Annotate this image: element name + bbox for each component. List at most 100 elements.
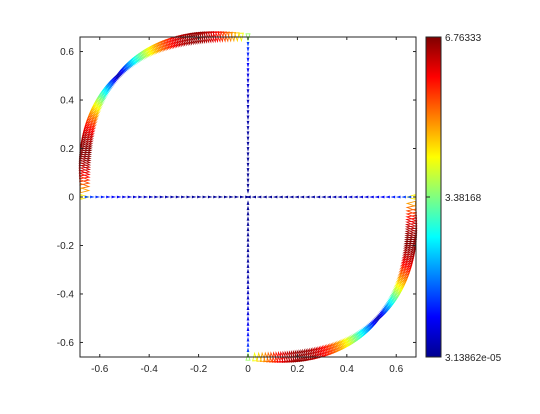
x-tick-label: -0.6: [91, 364, 109, 375]
data-point: [234, 195, 240, 199]
data-point: [347, 195, 353, 199]
data-point: [331, 195, 337, 199]
data-point: [246, 284, 250, 289]
data-point: [246, 310, 250, 316]
data-point: [315, 195, 321, 199]
data-point: [246, 252, 250, 258]
data-point: [116, 195, 122, 199]
data-point: [256, 195, 262, 199]
data-point: [246, 63, 250, 68]
data-point: [229, 195, 234, 199]
data-point: [218, 195, 224, 199]
data-point: [401, 195, 406, 199]
y-axis-ticks: -0.6 -0.4 -0.2 0 0.2 0.4 0.6: [57, 47, 416, 349]
colorbar-label-max: 6.76333: [445, 33, 482, 44]
data-point: [246, 183, 250, 189]
data-point: [390, 195, 396, 199]
data-point: [246, 247, 250, 253]
data-point: [246, 78, 250, 84]
colorbar-gradient: [426, 37, 441, 357]
data-point: [186, 195, 192, 199]
data-point: [353, 195, 358, 199]
data-point: [320, 195, 326, 199]
data-point: [165, 195, 170, 199]
data-point: [272, 195, 278, 199]
data-point: [246, 263, 250, 268]
data-point: [239, 195, 245, 199]
data-point: [310, 195, 315, 199]
data-point: [246, 168, 250, 173]
data-point: [246, 221, 250, 226]
colorbar: 6.76333 3.38168 3.13862e-05: [425, 33, 502, 364]
data-point: [132, 195, 138, 199]
plot-area: -0.6 -0.4 -0.2 0 0.2 0.4 0.6 -0.6 -0.4 -0.2 0 0.2 0…: [57, 31, 418, 375]
data-point: [246, 89, 250, 94]
data-point: [283, 195, 289, 199]
data-point: [246, 152, 250, 158]
data-point: [100, 195, 106, 199]
data-point: [246, 157, 250, 163]
data-point: [111, 195, 117, 199]
x-tick-label: 0: [245, 364, 251, 375]
data-point: [246, 162, 250, 168]
data-point: [246, 210, 250, 216]
y-tick-label: 0.6: [60, 47, 74, 58]
data-point: [159, 195, 165, 199]
data-point: [336, 195, 342, 199]
data-point: [122, 195, 127, 199]
data-point: [304, 195, 310, 199]
data-point: [246, 231, 250, 237]
data-point: [84, 195, 90, 199]
data-point: [246, 57, 250, 63]
data-point: [138, 195, 143, 199]
data-point: [246, 126, 250, 131]
data-point: [294, 195, 299, 199]
data-point: [246, 236, 250, 242]
data-point: [246, 347, 250, 352]
colorbar-label-mid: 3.38168: [445, 193, 482, 204]
data-point: [246, 336, 250, 342]
data-point: [246, 278, 250, 284]
y-tick-label: 0.4: [60, 96, 74, 107]
data-point: [90, 195, 95, 199]
data-point: [246, 73, 250, 79]
data-point: [213, 195, 218, 199]
data-point: [143, 195, 149, 199]
data-point: [246, 315, 250, 321]
data-point: [246, 289, 250, 295]
data-point: [245, 195, 251, 199]
data-point: [278, 195, 283, 199]
data-point: [246, 131, 250, 137]
data-point: [251, 195, 257, 199]
data-point: [374, 195, 380, 199]
data-point: [406, 195, 412, 199]
data-point: [246, 242, 250, 247]
data-point: [379, 195, 385, 199]
x-tick-label: 0.6: [389, 364, 403, 375]
data-point: [326, 195, 331, 199]
data-point: [405, 200, 417, 207]
x-tick-label: 0.4: [340, 364, 354, 375]
data-point: [246, 178, 250, 184]
data-point: [246, 300, 250, 305]
data-point: [363, 195, 369, 199]
data-point: [369, 195, 374, 199]
data-point: [246, 120, 250, 126]
data-point: [342, 195, 348, 199]
data-point: [246, 321, 250, 326]
data-point: [246, 268, 250, 274]
y-tick-label: -0.2: [57, 241, 75, 252]
data-point: [246, 200, 250, 205]
data-point: [246, 331, 250, 337]
data-point: [246, 173, 250, 179]
data-point: [246, 52, 250, 58]
data-point: [246, 189, 250, 194]
data-point: [246, 305, 250, 310]
y-tick-label: 0.2: [60, 144, 74, 155]
data-point: [106, 195, 111, 199]
data-point: [246, 84, 250, 89]
data-point: [223, 195, 229, 199]
data-point: [299, 195, 305, 199]
